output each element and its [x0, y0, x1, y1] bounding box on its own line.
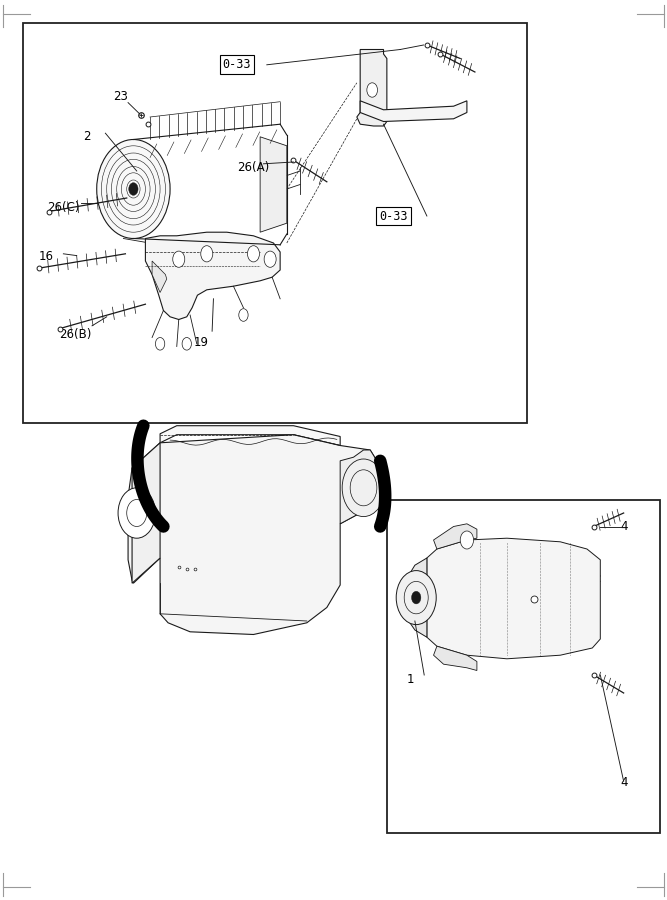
Text: 2: 2: [83, 130, 91, 143]
Text: 0-33: 0-33: [380, 210, 408, 222]
Circle shape: [264, 251, 276, 267]
Text: 4: 4: [620, 520, 628, 533]
Text: 4: 4: [620, 777, 628, 789]
Polygon shape: [260, 137, 287, 232]
Text: 26(C): 26(C): [47, 201, 79, 213]
Polygon shape: [357, 50, 387, 126]
Text: 26(B): 26(B): [59, 328, 91, 341]
Circle shape: [182, 338, 191, 350]
Circle shape: [247, 246, 259, 262]
Text: 19: 19: [193, 336, 208, 348]
Circle shape: [97, 140, 170, 238]
Bar: [387, 500, 660, 832]
Circle shape: [367, 83, 378, 97]
Circle shape: [412, 591, 421, 604]
Circle shape: [396, 571, 436, 625]
Circle shape: [201, 246, 213, 262]
Circle shape: [118, 488, 155, 538]
Circle shape: [342, 459, 385, 517]
Polygon shape: [132, 443, 160, 583]
Polygon shape: [404, 558, 427, 637]
Polygon shape: [160, 426, 340, 446]
Polygon shape: [360, 101, 467, 122]
Circle shape: [239, 309, 248, 321]
Text: 26(A): 26(A): [237, 161, 269, 174]
Polygon shape: [427, 538, 600, 659]
Polygon shape: [434, 646, 477, 670]
Text: 16: 16: [39, 250, 53, 263]
Circle shape: [155, 338, 165, 350]
Circle shape: [173, 251, 185, 267]
Bar: [23, 22, 527, 423]
Polygon shape: [152, 261, 167, 292]
Polygon shape: [340, 450, 377, 524]
Polygon shape: [128, 435, 377, 634]
Text: 23: 23: [113, 90, 128, 103]
Polygon shape: [145, 232, 280, 320]
Text: 0-33: 0-33: [223, 58, 251, 71]
Circle shape: [129, 183, 138, 195]
Polygon shape: [434, 524, 477, 549]
Text: 1: 1: [407, 673, 414, 686]
Circle shape: [460, 531, 474, 549]
